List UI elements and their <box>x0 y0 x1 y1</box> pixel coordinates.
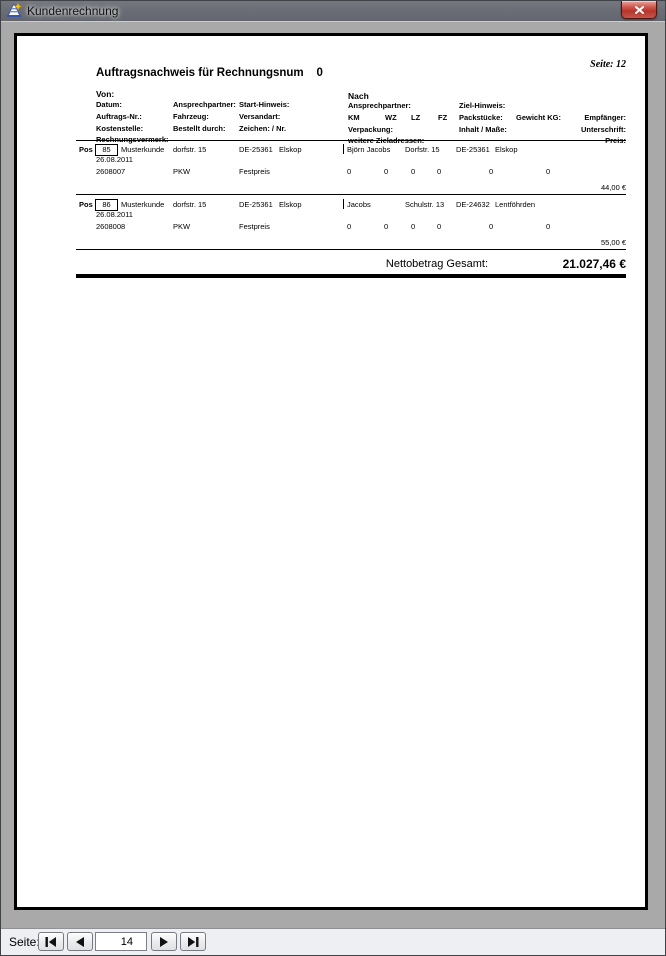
page-nav-label: Seite: <box>9 935 40 949</box>
label-zeichen-nr: Zeichen: / Nr. <box>239 124 287 133</box>
row-divider-line <box>76 194 626 195</box>
report-icon <box>6 2 23 19</box>
page-number-input[interactable] <box>95 932 147 951</box>
label-start-hinweis: Start-Hinweis: <box>239 100 290 109</box>
label-packstuecke: Packstücke: <box>459 113 503 122</box>
row-order-no: 2608007 <box>96 167 126 176</box>
label-nach: Nach <box>348 91 369 101</box>
row-vehicle: PKW <box>173 167 191 176</box>
total-underline <box>76 274 626 278</box>
label-wz: WZ <box>385 113 397 122</box>
row-date: 26.08.2011 <box>96 210 133 219</box>
total-value: 21.027,46 € <box>562 257 626 271</box>
row-pos-number: 85 <box>95 144 118 156</box>
label-inhalt-masse: Inhalt / Maße: <box>459 125 507 134</box>
row-contact: Björn Jacobs <box>347 145 391 154</box>
invoice-number: 0 <box>316 67 323 79</box>
row-gewicht-value: 0 <box>546 222 551 231</box>
total-label: Nettobetrag Gesamt: <box>385 258 488 270</box>
label-fahrzeug: Fahrzeug: <box>173 112 209 121</box>
title-bar: Kundenrechnung <box>1 1 665 22</box>
row-plz: DE-25361 <box>239 200 273 209</box>
table-row: Pos 86 Musterkunde dorfstr. 15 DE-25361 … <box>76 199 626 250</box>
last-page-button[interactable] <box>180 932 206 951</box>
next-page-button[interactable] <box>151 932 177 951</box>
report-page: Seite: 12 Auftragsnachweis für Rechnungs… <box>14 33 648 910</box>
label-rechnungsvermerk: Rechnungsvermerk: <box>96 135 169 144</box>
row-separator-bar <box>343 199 344 209</box>
label-versandart: Versandart: <box>239 112 281 121</box>
header-divider-line <box>76 140 626 141</box>
label-datum: Datum: <box>96 100 122 109</box>
label-von: Von: <box>96 89 115 99</box>
row-customer: Musterkunde <box>121 145 165 154</box>
row-price-type: Festpreis <box>239 167 270 176</box>
row-pos-label: Pos <box>79 200 93 209</box>
label-verpackung: Verpackung: <box>348 125 394 134</box>
last-page-icon <box>188 936 199 947</box>
row-packstuecke-value: 0 <box>489 167 494 176</box>
label-fz: FZ <box>438 113 448 122</box>
row-contact-street: Schulstr. 13 <box>405 200 445 209</box>
label-ziel-hinweis: Ziel-Hinweis: <box>459 101 506 110</box>
label-km: KM <box>348 113 360 122</box>
report-title: Auftragsnachweis für Rechnungsnum 0 <box>96 67 323 79</box>
prev-page-icon <box>76 936 84 947</box>
row-gewicht-value: 0 <box>546 167 551 176</box>
report-column-headers: Von: Nach Datum: Ansprechpartner: Start-… <box>76 89 626 145</box>
page-navigation-bar: Seite: <box>1 928 665 955</box>
row-price-type: Festpreis <box>239 222 270 231</box>
label-auftrags-nr: Auftrags-Nr.: <box>96 112 142 121</box>
row-km-value: 0 <box>347 222 352 231</box>
report-page-indicator: Seite: 12 <box>590 59 626 70</box>
row-km-value: 0 <box>347 167 352 176</box>
close-icon <box>634 5 644 14</box>
row-divider-line <box>76 249 626 250</box>
first-page-icon <box>45 936 56 947</box>
row-date: 26.08.2011 <box>96 155 133 164</box>
close-button[interactable] <box>621 1 657 19</box>
row-plz: DE-25361 <box>239 145 273 154</box>
row-separator-bar <box>343 144 344 154</box>
row-contact-ort: Lentföhrden <box>495 200 536 209</box>
label-unterschrift: Unterschrift: <box>580 125 626 134</box>
row-wz-value: 0 <box>384 222 389 231</box>
report-preview-area: Seite: 12 Auftragsnachweis für Rechnungs… <box>1 21 665 955</box>
label-empfaenger: Empfänger: <box>584 113 626 122</box>
row-contact-ort: Elskop <box>495 145 518 154</box>
row-street: dorfstr. 15 <box>173 200 207 209</box>
row-pos-number: 86 <box>95 199 118 211</box>
row-fz-value: 0 <box>437 222 442 231</box>
row-order-no: 2608008 <box>96 222 126 231</box>
next-page-icon <box>160 936 168 947</box>
label-ansprechpartner-rechts: Ansprechpartner: <box>348 101 411 110</box>
row-customer: Musterkunde <box>121 200 165 209</box>
row-lz-value: 0 <box>411 222 416 231</box>
label-bestellt-durch: Bestellt durch: <box>173 124 226 133</box>
row-ort: Elskop <box>279 145 302 154</box>
window-title: Kundenrechnung <box>27 4 119 18</box>
label-gewicht-kg: Gewicht KG: <box>516 113 562 122</box>
row-fz-value: 0 <box>437 167 442 176</box>
previous-page-button[interactable] <box>67 932 93 951</box>
table-row: Pos 85 Musterkunde dorfstr. 15 DE-25361 … <box>76 144 626 195</box>
row-price: 55,00 € <box>600 238 626 247</box>
row-street: dorfstr. 15 <box>173 145 207 154</box>
row-packstuecke-value: 0 <box>489 222 494 231</box>
row-contact: Jacobs <box>347 200 371 209</box>
row-contact-plz: DE-24632 <box>456 200 490 209</box>
row-vehicle: PKW <box>173 222 191 231</box>
label-ansprechpartner-links: Ansprechpartner: <box>173 100 236 109</box>
row-lz-value: 0 <box>411 167 416 176</box>
row-ort: Elskop <box>279 200 302 209</box>
label-kostenstelle: Kostenstelle: <box>96 124 144 133</box>
row-wz-value: 0 <box>384 167 389 176</box>
row-pos-label: Pos <box>79 145 93 154</box>
first-page-button[interactable] <box>38 932 64 951</box>
row-contact-plz: DE-25361 <box>456 145 490 154</box>
row-price: 44,00 € <box>600 183 626 192</box>
row-contact-street: Dorfstr. 15 <box>405 145 440 154</box>
label-lz: LZ <box>411 113 421 122</box>
